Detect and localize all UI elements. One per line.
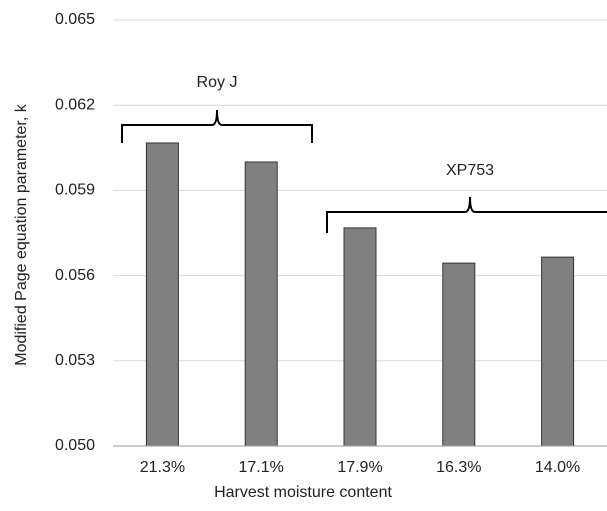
bar	[541, 256, 575, 447]
x-tick-label: 16.3%	[436, 459, 481, 476]
y-tick-label: 0.062	[55, 96, 95, 113]
annotation: XP753	[446, 162, 494, 179]
bar	[343, 227, 377, 447]
y-tick-label: 0.050	[55, 437, 95, 454]
y-tick-label: 0.059	[55, 182, 95, 199]
x-tick-label: 17.1%	[239, 459, 284, 476]
x-tick-label: 14.0%	[535, 459, 580, 476]
bar	[442, 262, 476, 447]
x-axis-label: Harvest moisture content	[214, 484, 392, 501]
y-tick-label: 0.053	[55, 352, 95, 369]
bar	[244, 161, 278, 447]
y-tick-label: 0.056	[55, 267, 95, 284]
annotation: Roy J	[197, 74, 238, 91]
y-tick-label: 0.065	[55, 11, 95, 28]
x-tick-label: 21.3%	[140, 459, 185, 476]
x-tick-label: 17.9%	[337, 459, 382, 476]
y-axis-label: Modified Page equation parameter, k	[13, 103, 30, 366]
group-bracket	[121, 109, 313, 143]
group-bracket	[326, 196, 607, 233]
bar	[145, 142, 179, 447]
